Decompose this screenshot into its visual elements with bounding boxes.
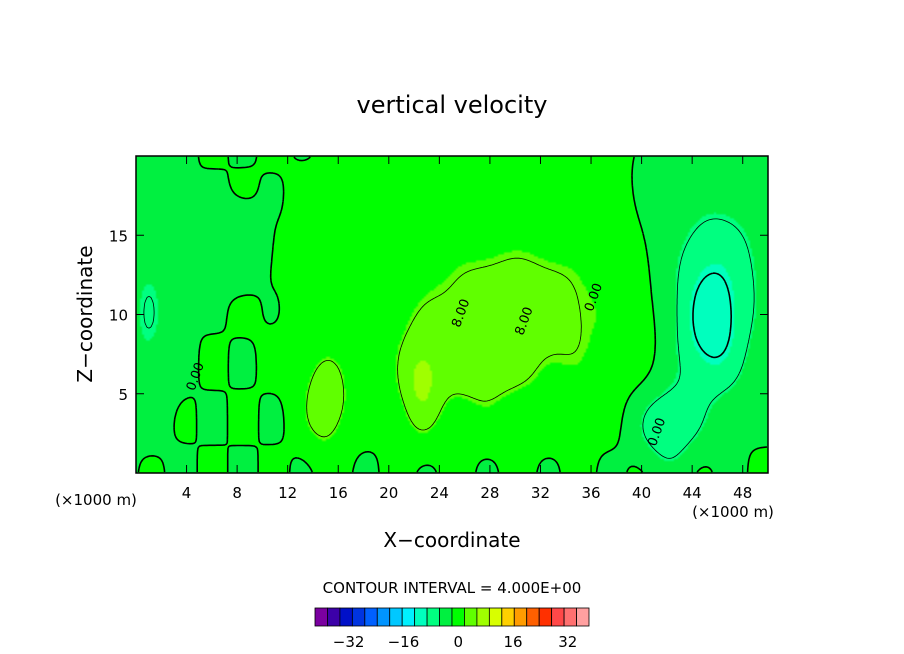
colorbar-swatch [339,607,353,627]
colorbar-swatch [526,607,540,627]
colorbar-tick-label: 32 [558,633,577,651]
contour-interval-text: CONTOUR INTERVAL = 4.000E+00 [323,579,582,597]
colorbar-swatch [327,607,341,627]
x-tick-label: 16 [329,484,348,502]
x-tick-label: 24 [430,484,449,502]
colorbar-swatch [451,607,465,627]
x-axis-label: X−coordinate [383,528,520,552]
colorbar-swatch [464,607,478,627]
y-tick-label: 15 [109,227,128,245]
velocity-field [136,156,768,473]
x-tick-label: 40 [632,484,651,502]
x-tick-label: 32 [531,484,550,502]
y-tick-label: 10 [109,307,128,325]
chart-title: vertical velocity [357,91,548,119]
contour-level-line [692,272,732,359]
colorbar-swatch [426,607,440,627]
colorbar-swatch [439,607,453,627]
y-tick-label: 5 [118,386,128,404]
colorbar-swatch [538,607,553,627]
colorbar-swatch [551,607,565,627]
colorbar-swatch [364,607,378,627]
colorbar-tick-label: −16 [388,633,420,651]
x-axis-ticks: 4 8 12 16 20 24 28 32 36 40 44 48 [182,156,752,502]
x-tick-label: 44 [683,484,702,502]
colorbar-swatch [401,607,416,627]
colorbar-swatch [488,607,503,627]
x-tick-label: 4 [182,484,192,502]
colorbar-swatch [563,607,577,627]
colorbar-tick-label: 0 [453,633,463,651]
colorbar-swatch [376,607,391,627]
colorbar-tick-label: −32 [333,633,365,651]
colorbar-swatch [576,607,590,627]
x-tick-label: 8 [232,484,242,502]
colorbar-swatch [351,607,366,627]
contour-lines [137,156,768,473]
colorbar-swatch [476,607,490,627]
colorbar [314,607,590,627]
x-unit-label-left: (×1000 m) [55,491,137,509]
x-tick-label: 12 [278,484,297,502]
colorbar-tick-label: 16 [503,633,522,651]
plot-area: 0.008.00 8.000.000.00 [135,155,769,474]
colorbar-swatch [314,607,328,627]
contour-level-line [137,156,768,473]
colorbar-swatch [513,607,528,627]
x-tick-label: 28 [480,484,499,502]
x-tick-label: 20 [379,484,398,502]
y-axis-ticks: 5 10 15 [109,227,768,404]
contour-level-line [143,218,755,459]
colorbar-tick-labels: −32 −16 0 16 32 [333,633,578,651]
x-tick-label: 36 [581,484,600,502]
colorbar-swatch [389,607,403,627]
x-tick-label: 48 [733,484,752,502]
contour-level-line [306,257,582,438]
y-axis-label: Z−coordinate [73,245,97,382]
colorbar-swatch [501,607,515,627]
colorbar-swatch [414,607,428,627]
x-unit-label-right: (×1000 m) [692,503,774,521]
